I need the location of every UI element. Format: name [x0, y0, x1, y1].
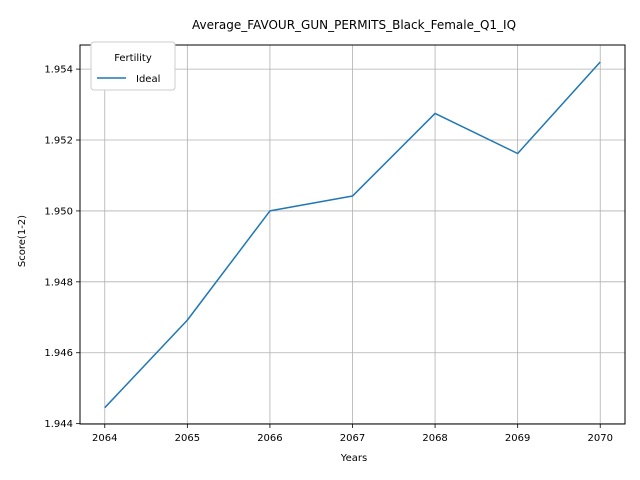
y-axis-label: Score(1-2) [17, 215, 28, 267]
legend-entry-ideal: Ideal [136, 74, 160, 85]
legend-title: Fertility [114, 53, 152, 64]
y-tick-label: 1.950 [44, 206, 73, 217]
series-line-ideal [104, 61, 601, 409]
series-group [104, 61, 601, 409]
y-tick-label: 1.946 [44, 348, 73, 359]
x-axis-ticks: 2064 2065 2066 2067 2068 2069 2070 [92, 424, 613, 444]
y-tick-label: 1.948 [44, 277, 73, 288]
y-axis-ticks: 1.944 1.946 1.948 1.950 1.952 1.954 [44, 65, 80, 430]
x-tick-label: 2065 [175, 433, 200, 444]
legend: Fertility Ideal [90, 41, 176, 91]
legend-box [90, 41, 176, 91]
x-tick-label: 2064 [92, 433, 117, 444]
x-tick-label: 2067 [340, 433, 365, 444]
x-axis-label: Years [340, 453, 367, 464]
x-tick-label: 2066 [257, 433, 282, 444]
chart-title: Average_FAVOUR_GUN_PERMITS_Black_Female_… [192, 18, 516, 32]
x-tick-label: 2069 [505, 433, 530, 444]
y-tick-label: 1.954 [44, 65, 73, 76]
x-tick-label: 2070 [588, 433, 613, 444]
x-tick-label: 2068 [422, 433, 447, 444]
y-tick-label: 1.952 [44, 136, 73, 147]
y-tick-label: 1.944 [44, 419, 73, 430]
